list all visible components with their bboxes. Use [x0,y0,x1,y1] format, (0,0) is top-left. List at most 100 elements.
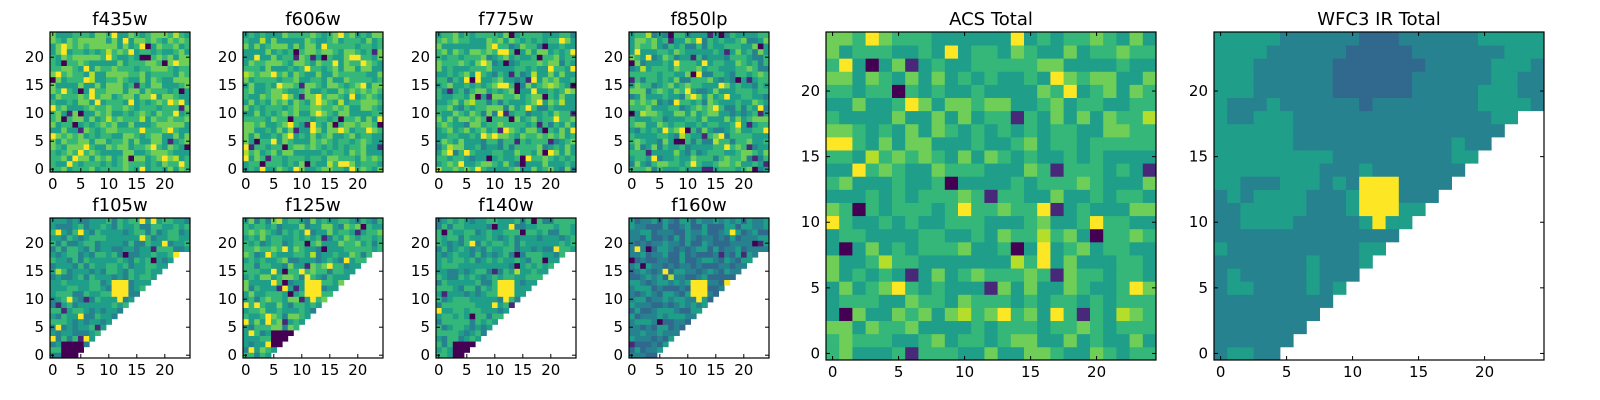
heatmap-cell [657,121,663,128]
heatmap-cell [763,104,770,111]
heatmap-cell [332,240,339,247]
heatmap-cell [679,116,686,122]
heatmap-cell [327,279,333,286]
heatmap-cell [271,296,277,303]
heatmap-cell [66,60,73,66]
heatmap-cell [718,32,725,38]
heatmap-cell [696,71,703,78]
heatmap-cell [852,228,866,243]
heatmap-cell [852,268,866,282]
heatmap-cell [106,234,112,241]
heatmap-cell [865,228,880,243]
heatmap-cell [503,229,510,236]
heatmap-cell [156,223,163,230]
heatmap-cell [741,229,747,236]
heatmap-cell [61,149,68,156]
heatmap-cell [724,234,731,241]
heatmap-cell [452,346,459,353]
heatmap-cell [259,335,266,342]
heatmap-cell [514,93,521,100]
heatmap-cell [355,149,361,156]
heatmap-cell [735,32,742,38]
heatmap-cell [971,136,985,151]
heatmap-cell [944,346,959,361]
heatmap-cell [1010,71,1025,85]
heatmap-cell [243,313,249,320]
heatmap-cell [735,240,742,247]
heatmap-cell [299,43,305,50]
heatmap-cell [1010,255,1025,269]
heatmap-cell [1063,320,1078,335]
heatmap-cell [259,251,266,258]
heatmap-cell [1103,150,1117,164]
heatmap-cell [1010,294,1025,308]
heatmap-cell [971,84,985,98]
heatmap-cell [89,110,96,117]
heatmap-cell [486,132,493,139]
heatmap-cell [735,37,742,44]
heatmap-cell [984,136,998,151]
heatmap-cell [106,65,112,72]
heatmap-cell [1129,268,1144,282]
heatmap-cell [701,127,708,134]
heatmap-cell [707,223,714,230]
heatmap-cell [1024,163,1038,177]
heatmap-cell [696,166,703,173]
heatmap-cell [287,160,294,167]
heatmap-cell [520,65,526,72]
heatmap-cell [447,65,454,72]
heatmap-cell [254,104,261,111]
x-tick-label: 10 [485,175,504,193]
heatmap-cell [1063,123,1078,138]
heatmap-cell [178,149,185,156]
heatmap-cell [72,285,79,292]
heatmap-cell [918,58,932,72]
heatmap-cell [662,65,669,72]
heatmap-cell [66,93,73,100]
heatmap-cell [757,246,764,252]
heatmap-cell [724,48,731,55]
heatmap-cell [503,218,510,224]
heatmap-cell [254,290,261,297]
heatmap-cell [718,166,725,173]
heatmap-cell [106,116,112,122]
heatmap-cell [156,82,163,89]
heatmap-cell [746,149,753,156]
heatmap-cell [707,229,714,236]
heatmap-cell [310,218,317,224]
heatmap-cell [958,150,972,164]
heatmap-cell [668,65,675,72]
heatmap-cell [343,262,350,269]
heatmap-cell [564,71,571,78]
heatmap-cell [508,99,515,106]
heatmap-cell [629,155,635,162]
heatmap-cell [729,127,736,134]
heatmap-cell [958,255,972,269]
heatmap-cell [984,255,998,269]
heatmap-cell [66,318,73,325]
heatmap-cell [464,246,470,252]
heatmap-cell [162,138,168,145]
heatmap-cell [458,313,465,320]
heatmap-cell [50,251,56,258]
heatmap-cell [1010,346,1025,361]
heatmap-cell [826,176,840,190]
heatmap-cell [441,54,448,61]
heatmap-cell [634,223,641,230]
heatmap-cell [701,132,708,139]
heatmap-cell [1116,320,1130,335]
heatmap-cell [668,223,675,230]
heatmap-cell [156,54,163,61]
heatmap-cell [89,37,96,44]
heatmap-cell [480,82,487,89]
heatmap-cell [878,84,893,98]
heatmap-cell [741,99,747,106]
heatmap-cell [66,346,73,353]
heatmap-cell [276,116,283,122]
heatmap-cell [757,65,764,72]
heatmap-cell [321,223,328,230]
heatmap-cell [668,144,675,150]
heatmap-cell [553,229,560,236]
heatmap-cell [520,155,526,162]
